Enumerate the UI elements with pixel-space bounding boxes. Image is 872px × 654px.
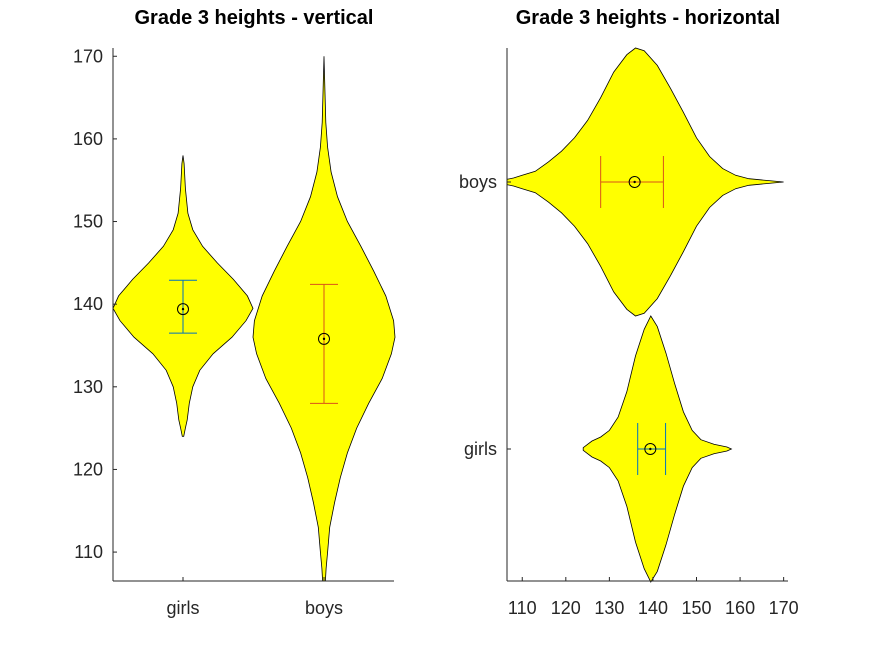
vertical-violin-panel: Grade 3 heights - vertical 1101201301401… [73,7,396,618]
mean-dot-girls [649,447,652,451]
x-tick-label: 140 [638,598,668,618]
horizontal-y-tick-labels: boys girls [459,172,497,459]
y-tick-label: 140 [73,294,103,314]
mean-dot-boys [633,180,636,184]
horizontal-violin-panel: Grade 3 heights - horizontal boys girls 1… [459,7,799,618]
x-tick-label: 130 [594,598,624,618]
mean-marker-boys [628,176,641,188]
vertical-chart-title: Grade 3 heights - vertical [135,7,374,29]
x-tick-label: 110 [508,598,537,618]
x-tick-label: 120 [551,598,581,618]
mean-dot-boys [322,337,326,341]
y-tick-label-girls: girls [464,439,497,459]
y-tick-label: 170 [73,46,103,66]
y-tick-label: 120 [73,459,103,479]
vertical-y-tick-labels: 110 120 130 140 150 160 170 [73,46,103,562]
errorbar-boys [310,283,338,404]
mean-marker-girls [177,303,189,316]
errorbar-girls [637,423,667,475]
horizontal-x-tick-labels: 110 120 130 140 150 160 170 [508,598,799,618]
vertical-x-tick-labels: girls boys [166,598,343,618]
vertical-violins [112,56,396,582]
mean-dot-girls [181,307,185,311]
horizontal-axes [506,48,788,582]
x-tick-label: 170 [769,598,799,618]
errorbar-boys [600,156,664,208]
y-tick-label-boys: boys [459,172,497,192]
x-tick-label-girls: girls [166,598,199,618]
vertical-axes [112,48,394,582]
x-tick-label: 150 [681,598,711,618]
y-tick-label: 160 [73,129,103,149]
mean-marker-girls [644,443,657,455]
horizontal-violins [506,47,784,583]
errorbar-girls [169,279,197,334]
x-tick-label-boys: boys [305,598,343,618]
y-tick-label: 130 [73,377,103,397]
y-tick-label: 150 [73,212,103,232]
horizontal-chart-title: Grade 3 heights - horizontal [516,7,780,29]
mean-marker-boys [318,332,330,345]
x-tick-label: 160 [725,598,755,618]
y-tick-label: 110 [74,542,103,562]
